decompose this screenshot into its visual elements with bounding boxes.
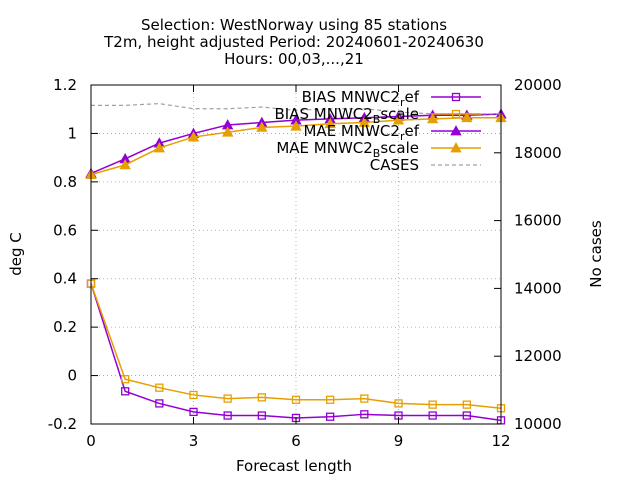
y2-tick-label: 20000 bbox=[514, 76, 562, 94]
data-point bbox=[121, 375, 130, 384]
x-tick-label: 0 bbox=[86, 432, 96, 450]
data-point bbox=[360, 394, 369, 403]
legend-label: MAE MNWC2ref bbox=[303, 122, 419, 143]
legend-label: MAE MNWC2Bscale bbox=[276, 139, 419, 160]
data-point bbox=[358, 116, 371, 127]
x-tick-label: 6 bbox=[291, 432, 301, 450]
series-cases bbox=[91, 103, 501, 115]
data-point bbox=[121, 387, 130, 396]
data-point bbox=[360, 410, 369, 419]
data-point bbox=[291, 395, 301, 404]
y-tick-label: 1.2 bbox=[53, 76, 77, 94]
data-point bbox=[257, 393, 266, 402]
series-line bbox=[91, 103, 501, 115]
data-point bbox=[450, 142, 462, 153]
x-axis-label: Forecast length bbox=[236, 457, 352, 475]
series-mae-mnwc2-bscale bbox=[85, 111, 507, 179]
y2-tick-label: 18000 bbox=[514, 144, 562, 162]
tick-labels: 0 3 6 9 12 -0.2 0 0.2 0.4 0.6 0.8 1 1.2 10000 12000 140… bbox=[48, 76, 562, 450]
y-tick-label: 0.2 bbox=[53, 318, 77, 336]
y2-tick-label: 14000 bbox=[514, 279, 562, 297]
data-point bbox=[426, 113, 439, 124]
data-point bbox=[155, 399, 164, 408]
data-point bbox=[187, 131, 200, 142]
data-point bbox=[462, 400, 471, 409]
series-bias-mnwc2-bscale bbox=[86, 279, 506, 413]
data-point bbox=[428, 400, 437, 409]
y-tick-label: 0.4 bbox=[53, 270, 77, 288]
legend-label: BIAS MNWC2Bscale bbox=[275, 105, 419, 126]
y2-tick-label: 16000 bbox=[514, 212, 562, 230]
data-point bbox=[257, 411, 266, 420]
series-line bbox=[90, 283, 502, 410]
data-point bbox=[326, 395, 335, 404]
y-axis-label: deg C bbox=[7, 232, 25, 276]
tick-marks bbox=[90, 84, 502, 425]
y-tick-label: 0.6 bbox=[53, 221, 77, 239]
x-tick-label: 12 bbox=[491, 432, 510, 450]
data-point bbox=[223, 394, 232, 403]
x-tick-label: 9 bbox=[394, 432, 404, 450]
data-point bbox=[153, 142, 166, 153]
data-point bbox=[392, 114, 405, 125]
grid bbox=[91, 85, 501, 424]
chart-title-line: Hours: 00,03,...,21 bbox=[224, 50, 364, 68]
data-point bbox=[451, 109, 461, 119]
data-point bbox=[461, 111, 473, 123]
data-point bbox=[290, 120, 302, 131]
data-point bbox=[324, 117, 336, 129]
y-tick-label: 0 bbox=[67, 367, 77, 385]
data-point bbox=[189, 390, 198, 400]
x-tick-label: 3 bbox=[189, 432, 199, 450]
y2-tick-label: 10000 bbox=[514, 415, 562, 433]
data-point bbox=[326, 412, 335, 421]
chart-title-line: Selection: WestNorway using 85 stations bbox=[141, 16, 447, 34]
chart-title: Selection: WestNorway using 85 stationsT… bbox=[103, 16, 484, 68]
data-point bbox=[223, 411, 232, 420]
data-point bbox=[221, 126, 234, 137]
data-point bbox=[394, 399, 403, 408]
y-tick-label: 1 bbox=[67, 124, 77, 142]
y2-tick-label: 12000 bbox=[514, 347, 562, 365]
y-tick-label: 0.8 bbox=[53, 173, 77, 191]
data-point bbox=[189, 407, 198, 417]
data-point bbox=[451, 92, 461, 102]
data-point bbox=[119, 159, 131, 170]
chart-title-line: T2m, height adjusted Period: 20240601-20… bbox=[103, 33, 484, 51]
data-point bbox=[256, 121, 268, 132]
data-point bbox=[450, 125, 462, 136]
y2-axis-label: No cases bbox=[587, 220, 605, 288]
legend-label: BIAS MNWC2ref bbox=[302, 88, 420, 109]
y-tick-label: -0.2 bbox=[48, 415, 77, 433]
data-point bbox=[462, 411, 471, 420]
data-point bbox=[428, 411, 437, 420]
data-point bbox=[155, 383, 164, 392]
legend-label: CASES bbox=[370, 156, 419, 174]
